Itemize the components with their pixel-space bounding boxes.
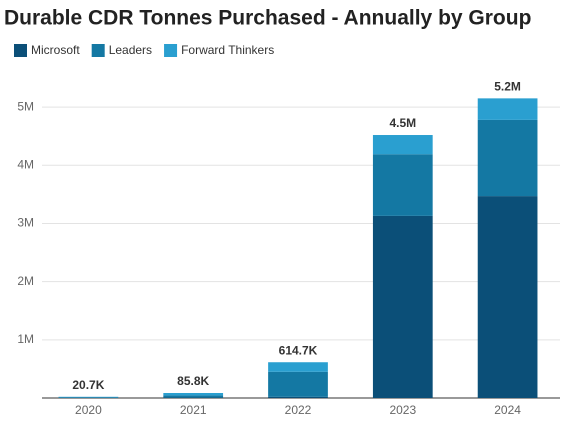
y-tick-label: 3M [17, 216, 34, 230]
bar-segment [163, 393, 224, 396]
total-label: 614.7K [279, 343, 318, 357]
y-tick-label: 2M [17, 274, 34, 288]
bar-segment [372, 135, 433, 155]
legend-swatch [91, 44, 105, 57]
bar-segment [477, 119, 538, 197]
bar-segment [268, 371, 328, 397]
bar-segment [58, 397, 119, 398]
legend-label: Leaders [109, 43, 152, 57]
x-tick-label: 2021 [180, 403, 207, 417]
y-tick-label: 5M [17, 99, 34, 113]
bar-segment [372, 154, 433, 216]
bar-segment [477, 196, 538, 398]
legend-label: Forward Thinkers [181, 43, 274, 57]
bar-segment [163, 395, 224, 398]
total-label: 85.8K [177, 374, 209, 388]
x-tick-label: 2023 [389, 403, 416, 417]
x-tick-label: 2024 [494, 403, 521, 417]
x-tick-label: 2020 [75, 403, 102, 417]
bar-segment [477, 98, 538, 120]
legend-label: Microsoft [31, 43, 80, 57]
y-tick-label: 1M [17, 332, 34, 346]
legend-swatch [14, 44, 27, 57]
legend-swatch [164, 44, 178, 57]
bar-segment [268, 396, 328, 398]
bar-segment [372, 215, 433, 398]
total-label: 5.2M [494, 80, 521, 94]
total-label: 4.5M [389, 116, 416, 130]
y-tick-label: 4M [17, 157, 34, 171]
chart-title: Durable CDR Tonnes Purchased - Annually … [4, 7, 531, 30]
total-label: 20.7K [72, 378, 104, 392]
bar-segment [268, 362, 328, 372]
x-tick-label: 2022 [285, 403, 312, 417]
